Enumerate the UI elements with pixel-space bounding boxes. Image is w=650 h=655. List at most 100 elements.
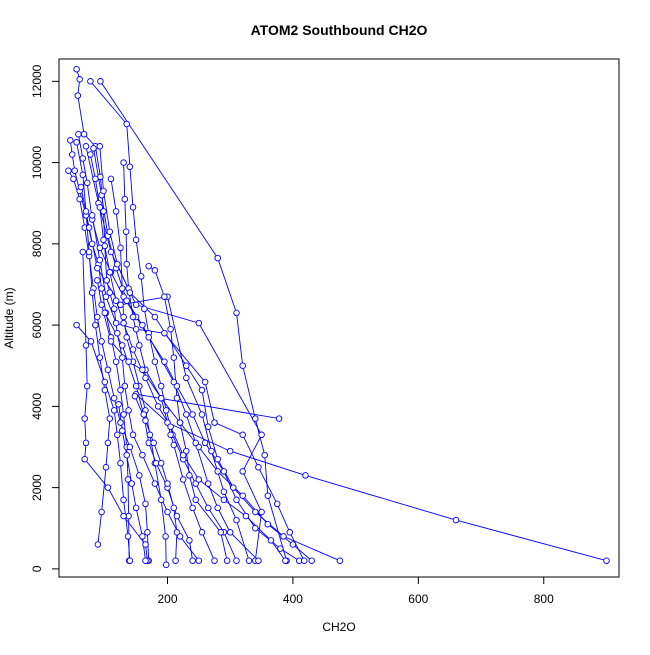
data-point [110,407,118,414]
data-point [452,516,460,524]
data-point [208,447,215,455]
data-point [128,480,135,487]
data-point [106,289,114,296]
data-point [76,195,83,203]
data-point [98,338,105,345]
data-point [126,289,134,296]
data-point [67,137,74,144]
data-point [233,516,240,524]
data-point [161,329,168,337]
data-point [140,411,147,418]
data-point [282,557,289,564]
series-line [148,265,228,561]
data-point [88,212,96,219]
data-point [264,520,272,528]
data-point [336,557,344,564]
data-point [73,65,80,73]
data-point [117,386,124,394]
data-point [139,533,146,540]
data-point [119,427,126,434]
data-point [106,415,114,422]
data-point [107,175,115,183]
data-point [164,480,171,487]
data-point [161,358,168,365]
data-point [79,248,87,256]
data-point [87,151,94,158]
data-point [142,417,149,424]
data-point [139,321,146,329]
data-point [129,313,137,321]
series-points [65,65,610,569]
data-point [85,248,93,256]
data-point [220,468,228,475]
data-point [102,293,110,300]
data-point [198,386,206,394]
data-point [98,508,105,516]
data-point [77,183,85,191]
data-point [100,208,107,215]
data-point [94,541,102,548]
y-tick-label: 12000 [30,64,44,98]
data-point [204,423,212,430]
data-point [198,529,206,536]
data-point [162,407,170,414]
series-line [100,81,288,561]
data-point [96,354,104,361]
data-point [151,358,159,365]
data-point [98,285,105,292]
data-point [167,423,174,430]
y-tick-label: 0 [30,565,44,572]
data-point [145,262,152,270]
data-point [75,130,82,138]
data-point [226,529,234,536]
data-point [112,319,120,327]
data-point [239,468,246,475]
data-point [117,244,124,252]
data-point [150,439,157,447]
data-point [120,496,127,504]
data-point [179,451,187,459]
data-point [123,260,130,268]
data-point [97,78,104,85]
data-point [179,476,187,483]
data-point [273,500,281,508]
series-line [104,312,194,561]
data-point [76,76,83,83]
data-point [92,175,99,183]
data-point [82,439,90,447]
data-point [136,472,143,479]
data-point [101,309,109,317]
data-point [71,167,78,174]
data-point [103,277,110,284]
data-point [79,155,87,162]
data-point [233,496,240,504]
data-point [136,342,143,349]
data-point [129,204,137,211]
data-point [173,512,181,520]
data-point [157,382,165,390]
data-point [80,130,88,138]
data-point [195,319,203,327]
data-point [132,504,140,512]
data-point [220,496,228,504]
data-point [126,557,134,564]
data-point [183,411,190,418]
data-point [83,382,91,390]
data-point [267,537,275,544]
data-point [81,455,88,463]
data-point [242,512,250,520]
x-axis-label: CH2O [322,620,355,634]
y-tick-label: 8000 [30,230,44,257]
data-point [104,439,112,447]
data-point [223,557,231,564]
data-point [255,464,262,471]
data-point [87,78,94,85]
data-point [226,447,234,455]
data-point [122,228,130,235]
data-point [286,529,294,536]
data-point [154,403,162,410]
data-point [144,529,151,536]
data-point [173,529,181,536]
data-point [96,256,104,264]
data-point [100,236,107,244]
